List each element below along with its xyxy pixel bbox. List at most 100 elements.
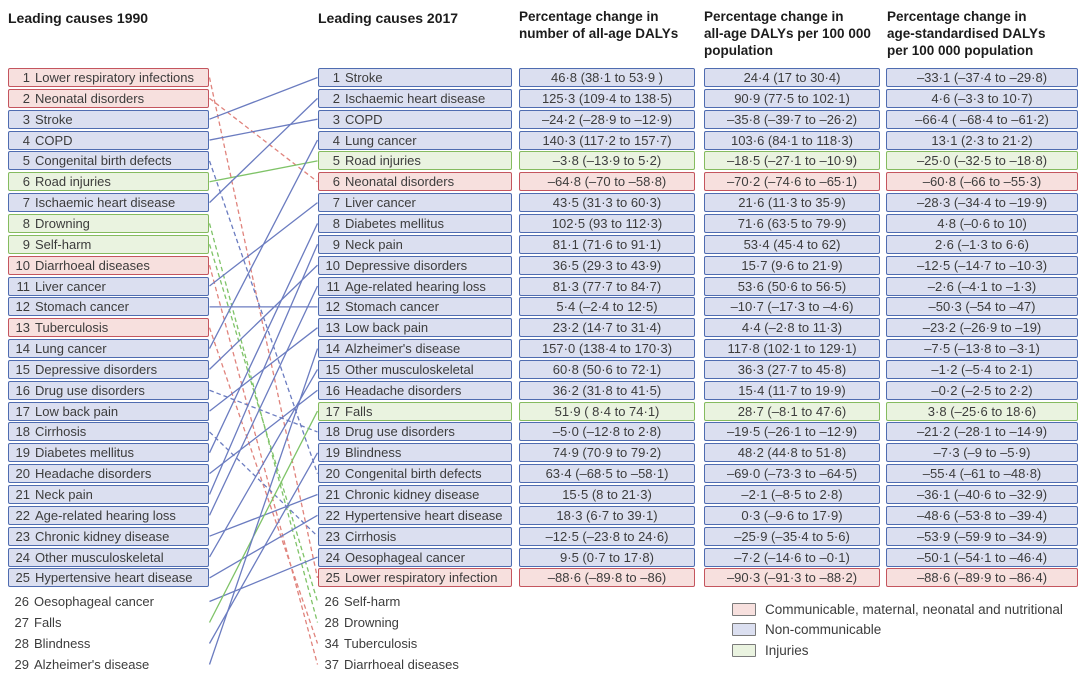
cause-rank: 17 (15, 403, 30, 419)
value-cell: –19·5 (–26·1 to –12·9) (704, 422, 880, 442)
cause-rank: 25 (15, 570, 30, 586)
cause-row: 1 Stroke (318, 68, 512, 87)
cause-rank: 8 (332, 215, 340, 231)
value-cell: 102·5 (93 to 112·3) (519, 213, 695, 233)
cause-rank: 21 (15, 487, 30, 502)
cause-rank: 29 (14, 657, 29, 672)
value-cell: 3·8 (–25·6 to 18·6) (886, 401, 1078, 421)
cause-row: 3 Stroke (8, 109, 209, 129)
legend-item-cmnn: Communicable, maternal, neonatal and nut… (732, 599, 1063, 620)
cause-row: 23 Cirrhosis (318, 526, 512, 546)
value-cell: –70·2 (–74·6 to –65·1) (704, 172, 880, 192)
cause-rank: 7 (332, 195, 340, 211)
cause-rank: 4 (22, 132, 30, 148)
rank-link-line (208, 264, 319, 665)
cause-label: Blindness (34, 636, 91, 651)
cause-row: 20 Headache disorders (8, 464, 209, 484)
legend-item-inj: Injuries (732, 640, 1063, 661)
rank-link-line (208, 244, 319, 602)
cause-row: 28 Drowning (318, 613, 512, 632)
cause-rank: 22 (325, 507, 340, 523)
rank-link-line (208, 139, 319, 349)
cause-label: Tuberculosis (35, 320, 109, 336)
rank-link-line (209, 76, 318, 120)
cause-label: Oesophageal cancer (345, 549, 465, 565)
value-cell: –23·2 (–26·9 to –19) (886, 318, 1078, 338)
cause-rank: 13 (15, 320, 30, 336)
cause-label: Depressive disorders (345, 257, 468, 273)
ncd-swatch-icon (732, 623, 756, 637)
cause-label: Alzheimer's disease (345, 341, 461, 357)
cause-label: Drug use disorders (35, 382, 145, 398)
value-cell: 81·3 (77·7 to 84·7) (519, 276, 695, 296)
rank-link-line (209, 160, 318, 183)
value-cell: –25·0 (–32·5 to –18·8) (886, 151, 1078, 171)
cause-rank: 28 (324, 615, 339, 630)
value-cell: 125·3 (109·4 to 138·5) (519, 88, 695, 108)
value-cell: –35·8 (–39·7 to –26·2) (704, 109, 880, 129)
value-cell: –55·4 (–61 to –48·8) (886, 464, 1078, 484)
cause-rank: 14 (15, 341, 30, 357)
cause-label: Stroke (345, 70, 383, 85)
cause-row: 22 Age-related hearing loss (8, 505, 209, 525)
value-cell: –28·3 (–34·4 to –19·9) (886, 193, 1078, 213)
value-cell: –66·4 ( –68·4 to –61·2) (886, 109, 1078, 129)
cause-row: 4 Lung cancer (318, 130, 512, 150)
cause-row: 16 Drug use disorders (8, 380, 209, 400)
value-cell: –21·2 (–28·1 to –14·9) (886, 422, 1078, 442)
value-cell: 74·9 (70·9 to 79·2) (519, 443, 695, 463)
title-2017: Leading causes 2017 (318, 10, 459, 26)
cause-row: 5 Congenital birth defects (8, 151, 209, 171)
cause-label: Road injuries (345, 153, 421, 169)
cause-label: Neonatal disorders (35, 90, 145, 106)
value-cell: 4·6 (–3·3 to 10·7) (886, 88, 1078, 108)
cause-label: Depressive disorders (35, 361, 158, 377)
cause-label: Stomach cancer (345, 299, 439, 315)
cause-label: Stroke (35, 111, 73, 127)
cause-label: Cirrhosis (35, 424, 87, 440)
rank-link-line (209, 264, 318, 370)
cause-label: Road injuries (35, 174, 111, 190)
inj-swatch-icon (732, 643, 756, 657)
cause-row: 34 Tuberculosis (318, 634, 512, 653)
value-cell: –90·3 (–91·3 to –88·2) (704, 568, 880, 588)
cause-row: 15 Other musculoskeletal (318, 359, 512, 379)
cause-rank: 37 (324, 657, 339, 672)
cmnn-swatch-icon (732, 602, 756, 616)
rank-link-line (209, 556, 318, 603)
cause-rank: 22 (15, 507, 30, 523)
value-cell: 53·4 (45·4 to 62) (704, 234, 880, 254)
value-cell: –1·2 (–5·4 to 2·1) (886, 359, 1078, 379)
value-cell: 43·5 (31·3 to 60·3) (519, 193, 695, 213)
cause-row: 21 Neck pain (8, 485, 209, 504)
value-cell: 5·4 (–2·4 to 12·5) (519, 297, 695, 317)
value-cell: –2·6 (–4·1 to –1·3) (886, 276, 1078, 296)
cause-row: 19 Blindness (318, 443, 512, 463)
cause-label: Congenital birth defects (35, 153, 172, 169)
value-cell: 36·3 (27·7 to 45·8) (704, 359, 880, 379)
cause-row: 18 Cirrhosis (8, 422, 209, 442)
value-cell: 24·4 (17 to 30·4) (704, 68, 880, 87)
cause-rank: 4 (332, 132, 340, 148)
cause-label: Stomach cancer (35, 299, 129, 315)
value-cell: 36·2 (31·8 to 41·5) (519, 380, 695, 400)
cause-label: COPD (345, 111, 383, 127)
cause-label: Congenital birth defects (345, 466, 482, 482)
cause-row: 17 Falls (318, 401, 512, 421)
value-cell: –48·6 (–53·8 to –39·4) (886, 505, 1078, 525)
value-cell: –7·5 (–13·8 to –3·1) (886, 339, 1078, 359)
cause-label: Falls (345, 403, 373, 419)
cause-rank: 1 (22, 70, 30, 85)
cause-row: 37 Diarrhoeal diseases (318, 655, 512, 674)
cause-row: 9 Self-harm (8, 234, 209, 254)
value-cell: –5·0 (–12·8 to 2·8) (519, 422, 695, 442)
rank-link-line (209, 431, 318, 537)
value-cell: –36·1 (–40·6 to –32·9) (886, 485, 1078, 504)
value-cell: 51·9 ( 8·4 to 74·1) (519, 401, 695, 421)
cause-label: Falls (34, 615, 62, 630)
cause-label: Other musculoskeletal (35, 549, 164, 565)
cause-label: Diarrhoeal diseases (344, 657, 459, 672)
cause-label: Low back pain (35, 403, 119, 419)
value-cell: –64·8 (–70 to –58·8) (519, 172, 695, 192)
value-cell: 140·3 (117·2 to 157·7) (519, 130, 695, 150)
